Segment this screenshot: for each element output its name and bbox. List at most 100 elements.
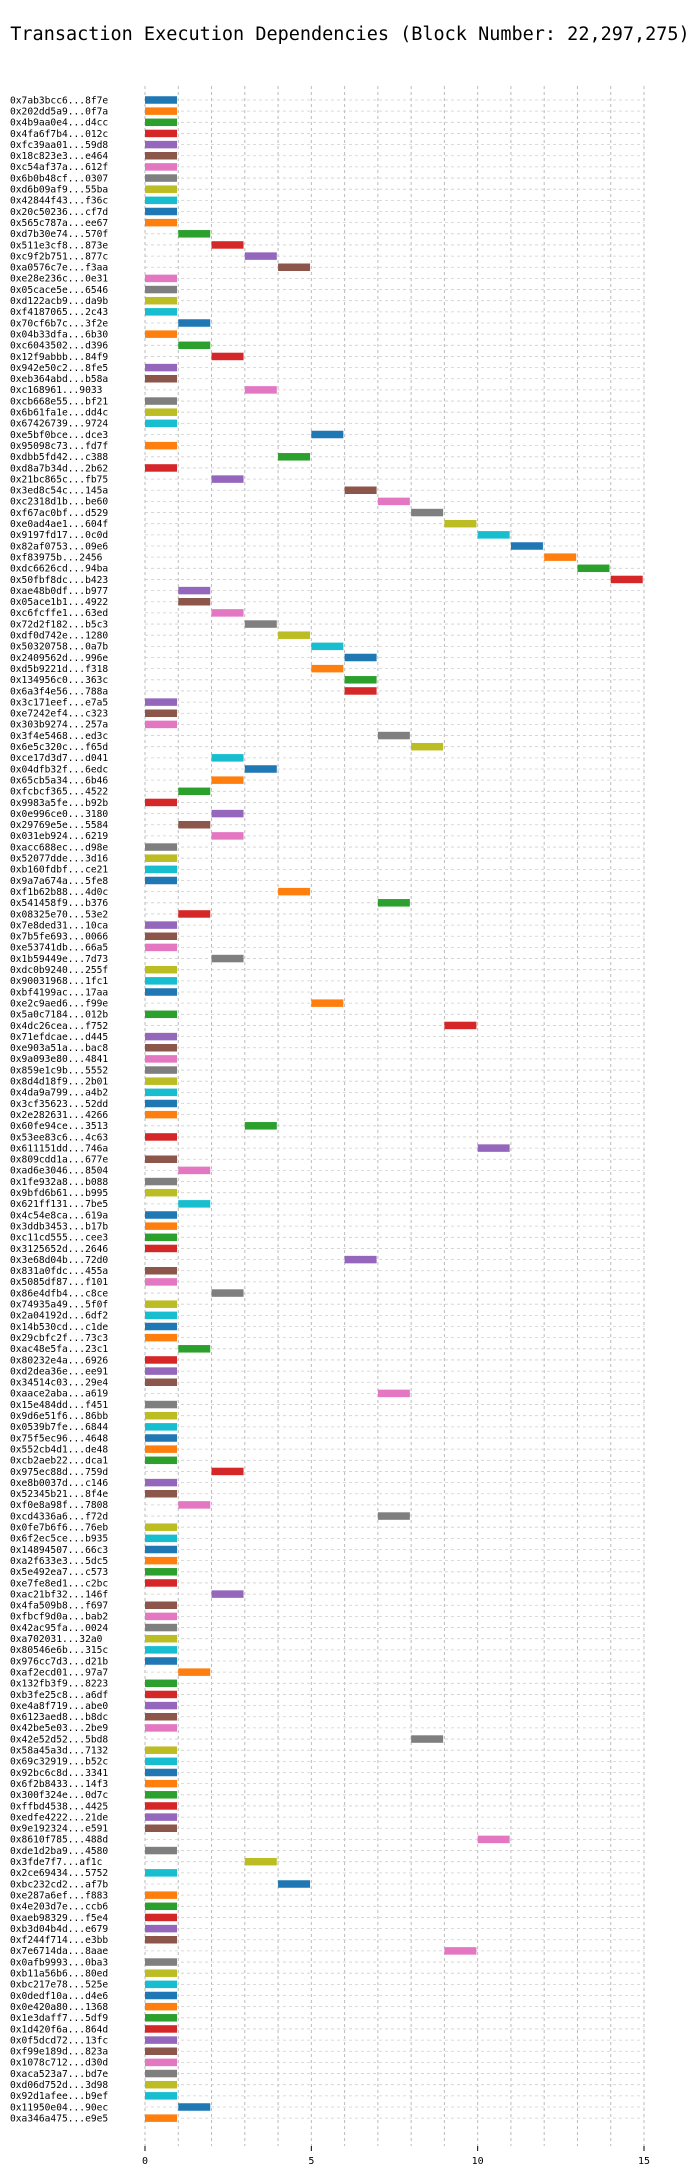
transaction-label: 0x6b61fa1e...dd4c [10,408,108,419]
transaction-label: 0x60fe94ce...3513 [10,1121,108,1132]
transaction-bar [411,508,444,517]
transaction-label: 0x14b530cd...c1de [10,1322,108,1333]
transaction-label: 0x58a45a3d...7132 [10,1746,108,1757]
transaction-bar [145,1278,177,1286]
transaction-bar [344,1255,377,1264]
transaction-bar [145,1991,177,2000]
transaction-bar [178,319,211,327]
transaction-bar [178,1345,211,1353]
transaction-label: 0xd06d752d...3d98 [10,2080,108,2091]
transaction-bar [145,274,177,283]
transaction-label: 0x6f2b8433...14f3 [10,1779,108,1790]
transaction-bar [610,575,643,584]
transaction-label: 0x9a7a674a...5fe8 [10,876,108,887]
transaction-label: 0xe53741db...66a5 [10,943,108,954]
transaction-bar [344,676,377,684]
transaction-label: 0xc2318d1b...be60 [10,497,108,508]
transaction-bar [145,798,177,807]
transaction-bar [145,408,177,416]
transaction-bar [477,531,510,539]
transaction-label: 0x69c32919...b52c [10,1757,108,1768]
transaction-bar [145,296,177,305]
transaction-bar [145,965,177,974]
transaction-bar [145,1490,177,1498]
transaction-bar [211,776,244,784]
transaction-bar [145,174,177,182]
transaction-label: 0x53ee83c6...4c63 [10,1132,108,1143]
transaction-label: 0x3c171eef...e7a5 [10,697,108,708]
transaction-bar [145,1333,177,1342]
transaction-label: 0x4fa6f7b4...012c [10,129,108,140]
transaction-bar [377,731,410,740]
transaction-label: 0xc6043502...d396 [10,341,108,352]
transaction-label: 0x34514c03...29e4 [10,1378,108,1389]
transaction-bar [377,1389,410,1398]
transaction-label: 0x15e484dd...f451 [10,1400,108,1411]
transaction-label: 0x72d2f182...b5c3 [10,619,108,630]
transaction-bar [145,1400,177,1409]
transaction-bar [145,1545,177,1554]
transaction-label: 0xbf4199ac...17aa [10,987,108,998]
transaction-bar [145,709,177,717]
transaction-bar [145,1779,177,1788]
transaction-bar [145,375,177,383]
transaction-label: 0x4fa509b8...f697 [10,1601,108,1612]
transaction-bar [278,453,311,461]
transaction-bar [145,1791,177,1799]
transaction-label: 0x4da9a799...a4b2 [10,1088,108,1099]
transaction-label: 0x3ddb3453...b17b [10,1221,108,1232]
transaction-bar [145,1055,177,1063]
transaction-label: 0xe7fe8ed1...c2bc [10,1578,108,1589]
transaction-label: 0x3fde7f7...af1c [10,1857,102,1868]
transaction-label: 0xaf2ecd01...97a7 [10,1667,108,1678]
transaction-label: 0xeb364abd...b58a [10,374,108,385]
transaction-label: 0x3e68d04b...72d0 [10,1255,108,1266]
transaction-bar [145,1211,177,1219]
transaction-label: 0xac21bf32...146f [10,1589,108,1600]
transaction-label: 0x3cf35623...52dd [10,1099,108,1110]
transaction-bar [145,1088,177,1097]
transaction-bar [278,887,311,896]
transaction-label: 0xc54af37a...612f [10,162,108,173]
transaction-label: 0x42844f43...f36c [10,196,108,207]
transaction-label: 0xffbd4538...4425 [10,1801,108,1812]
transaction-bar [145,2069,177,2078]
transaction-bar [145,1556,177,1565]
transaction-label: 0x300f324e...0d7c [10,1790,108,1801]
transaction-bar [145,1846,177,1855]
transaction-bar [211,1467,244,1476]
x-tick-label: 10 [472,2156,484,2167]
transaction-bar [145,932,177,940]
transaction-bar [178,787,211,796]
transaction-bar [145,1356,177,1364]
transaction-label: 0x1e3daff7...5df9 [10,2013,108,2024]
transaction-label: 0x9a093e80...4841 [10,1054,108,1065]
transaction-label: 0x04dfb32f...6edc [10,764,108,775]
transaction-bar [145,1133,177,1141]
transaction-bar [178,598,211,606]
transaction-label: 0xedfe4222...21de [10,1812,108,1823]
transaction-label: 0xad6e3046...8504 [10,1166,108,1177]
transaction-bar [145,330,177,338]
transaction-label: 0x05cace5e...6546 [10,285,108,296]
transaction-label: 0x541458f9...b376 [10,898,108,909]
transaction-label: 0x976cc7d3...d21b [10,1656,108,1667]
transaction-bar [145,854,177,862]
transaction-bar [145,865,177,874]
transaction-label: 0x1d420f6a...864d [10,2024,108,2035]
transaction-label: 0x52345b21...8f4e [10,1489,108,1500]
transaction-label: 0x0dedf10a...d4e6 [10,1991,108,2002]
transaction-label: 0xf0e8a98f...7808 [10,1500,108,1511]
transaction-label: 0x82af0753...09e6 [10,541,108,552]
transaction-bar [145,1958,177,1966]
transaction-label: 0x7ab3bcc6...8f7e [10,95,108,106]
transaction-label: 0xb3d04b4d...e679 [10,1924,108,1935]
transaction-label: 0x4c54e8ca...619a [10,1210,108,1221]
transaction-bar [145,1534,177,1543]
transaction-label: 0xe28e236c...0e31 [10,274,108,285]
transaction-label: 0x8610f785...488d [10,1835,108,1846]
transaction-label: 0x2ce69434...5752 [10,1868,108,1879]
transaction-bar [145,397,177,405]
transaction-label: 0x6b0b48cf...0307 [10,173,108,184]
